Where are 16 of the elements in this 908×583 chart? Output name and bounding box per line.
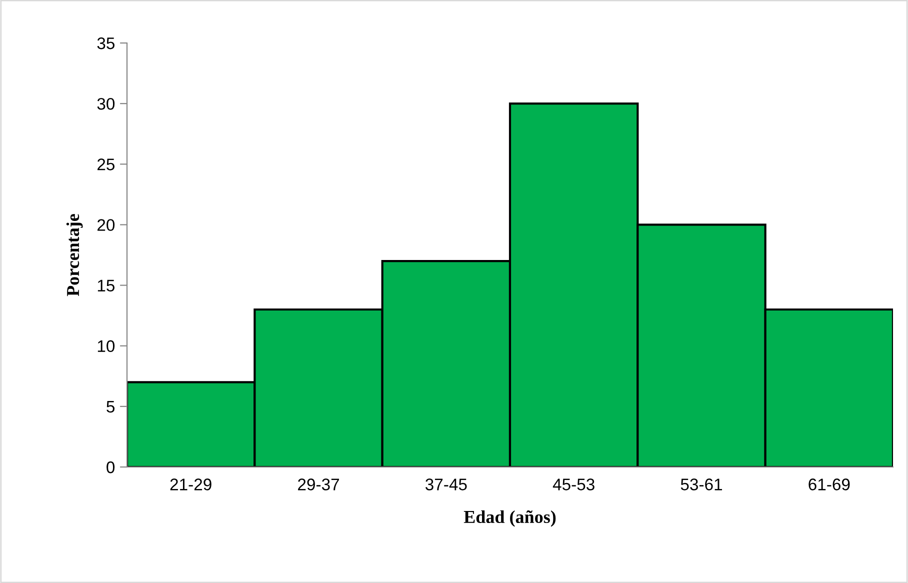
y-tick-label: 25 xyxy=(97,158,114,170)
y-tick-label: 35 xyxy=(97,37,114,50)
y-tick-label: 5 xyxy=(106,401,114,413)
y-tick-label: 0 xyxy=(106,461,115,474)
y-tick-label: 20 xyxy=(97,219,115,231)
x-axis-title: Edad (años) xyxy=(464,510,556,527)
y-tick-label: 10 xyxy=(98,340,115,352)
y-tick-label: 30 xyxy=(97,98,115,110)
x-tick-label: 61-69 xyxy=(808,478,850,490)
x-tick-label: 21-29 xyxy=(170,478,212,490)
y-tick-label: 15 xyxy=(98,280,114,292)
x-tick-label: 29-37 xyxy=(298,478,339,490)
x-tick-label: 37-45 xyxy=(425,478,467,490)
x-tick-label: 45-53 xyxy=(552,478,594,490)
x-tick-label: 53-61 xyxy=(680,478,722,490)
y-axis-title: Porcentaje xyxy=(66,214,83,296)
